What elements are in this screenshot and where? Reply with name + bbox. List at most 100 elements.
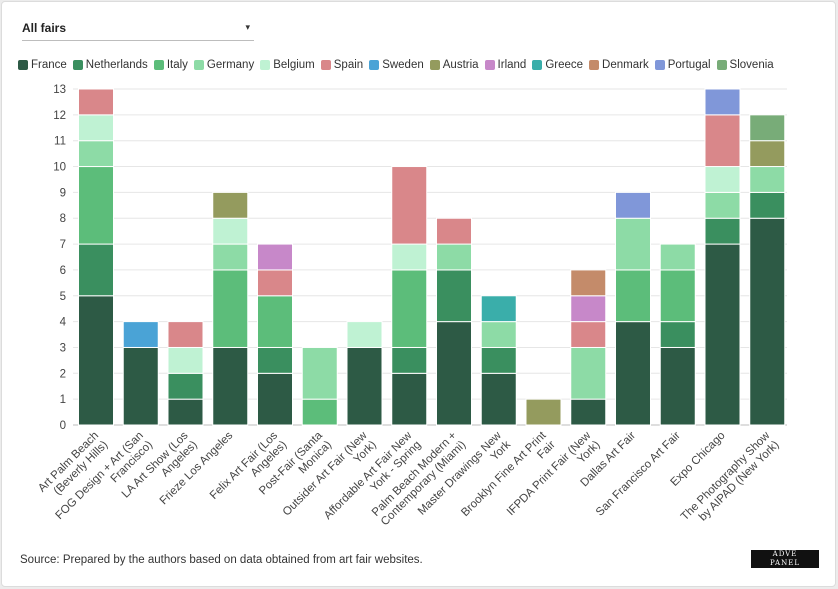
bar-segment-france[interactable]: France: 1 [167,398,204,426]
bar-segment-belgium[interactable]: Belgium: 1 [167,346,204,374]
bar-segment-germany[interactable]: Germany: 2 [301,346,338,400]
bar-segment-france[interactable]: France: 1 [570,398,607,426]
bar-segment-greece[interactable]: Greece: 1 [480,295,517,323]
chevron-down-icon: ▾ [245,22,250,32]
bar-segment-france[interactable]: France: 3 [346,346,383,426]
bar-segment-spain[interactable]: Spain: 1 [257,269,293,297]
bar-segment-netherlands[interactable]: Netherlands: 1 [167,372,204,400]
bar-segment-austria[interactable]: Austria: 1 [212,191,249,219]
bar-segment-france[interactable]: France: 7 [704,243,741,426]
bar-segment-france[interactable]: France: 2 [257,372,293,426]
bar-segment-germany[interactable]: Germany: 1 [749,166,786,193]
bar-segment-slovenia[interactable]: Slovenia: 1 [749,114,786,142]
bar-segment-belgium[interactable]: Belgium: 1 [78,114,114,142]
y-tick-label: 10 [53,162,66,174]
bar-segment-france[interactable]: France: 5 [78,295,114,426]
y-tick-label: 12 [53,110,66,122]
bar-segment-germany[interactable]: Germany: 1 [480,321,517,348]
bar-segment-netherlands[interactable]: Netherlands: 1 [704,217,741,245]
bar-segment-italy[interactable]: Italy: 2 [615,269,651,323]
legend-item-netherlands[interactable]: Netherlands [72,59,148,71]
legend-item-france[interactable]: France [18,59,67,71]
legend-item-germany[interactable]: Germany [193,59,254,71]
legend-item-italy[interactable]: Italy [153,59,188,71]
bar-segment-austria[interactable]: Austria: 1 [749,140,786,168]
bar-segment-belgium[interactable]: Belgium: 1 [346,321,383,348]
legend-label: Irland [497,59,527,71]
legend-label: France [31,59,67,71]
bar-segment-spain[interactable]: Spain: 1 [436,217,472,245]
bar-segment-belgium[interactable]: Belgium: 1 [704,166,741,193]
y-tick-label: 9 [60,187,66,199]
legend-label: Belgium [273,59,315,71]
y-tick-label: 13 [53,84,66,96]
bar-segment-france[interactable]: France: 3 [122,346,159,426]
legend-swatch [193,60,204,70]
legend-item-austria[interactable]: Austria [429,59,479,71]
bar-segment-netherlands[interactable]: Netherlands: 1 [749,191,786,219]
bar-segment-belgium[interactable]: Belgium: 1 [212,217,249,245]
x-tick-label: San Francisco Art Fair [594,430,683,519]
bar-segment-germany[interactable]: Germany: 2 [570,346,607,400]
legend-item-slovenia[interactable]: Slovenia [716,59,774,71]
legend-item-spain[interactable]: Spain [320,59,363,71]
legend-item-greece[interactable]: Greece [532,59,583,71]
legend-label: Italy [166,59,188,71]
legend-label: Sweden [382,59,424,71]
y-tick-label: 11 [54,136,66,148]
bar-segment-italy[interactable]: Italy: 3 [391,269,428,348]
bar-segment-denmark[interactable]: Denmark: 1 [570,269,607,297]
bar-segment-irland[interactable]: Irland: 1 [570,295,607,323]
bar-segment-france[interactable]: France: 2 [391,372,428,426]
bar-segment-austria[interactable]: Austria: 1 [525,398,562,426]
bar-segment-netherlands[interactable]: Netherlands: 2 [78,243,114,297]
bar-segment-france[interactable]: France: 4 [615,321,651,426]
fair-filter-dropdown[interactable]: All fairs ▾ [22,18,254,41]
bar-segment-spain[interactable]: Spain: 1 [167,321,204,348]
bar-segment-netherlands[interactable]: Netherlands: 1 [480,346,517,374]
bar-segment-spain[interactable]: Spain: 3 [391,166,428,245]
bar-segment-germany[interactable]: Germany: 1 [78,140,114,168]
bar-segment-italy[interactable]: Italy: 3 [78,166,114,245]
bar-segment-spain[interactable]: Spain: 1 [570,321,607,348]
bar-segment-germany[interactable]: Germany: 2 [615,217,651,271]
bar-segment-germany[interactable]: Germany: 1 [659,243,696,271]
y-tick-label: 3 [60,342,66,354]
bar-segment-portugal[interactable]: Portugal: 1 [615,191,651,219]
legend-item-belgium[interactable]: Belgium [260,59,315,71]
bar-segment-italy[interactable]: Italy: 3 [212,269,249,348]
bar-segment-irland[interactable]: Irland: 1 [257,243,293,271]
bar-segment-germany[interactable]: Germany: 1 [704,191,741,219]
bar-segment-spain[interactable]: Spain: 1 [78,88,114,116]
bar-segment-italy[interactable]: Italy: 1 [301,398,338,426]
bar-segment-germany[interactable]: Germany: 1 [212,243,249,271]
legend-item-sweden[interactable]: Sweden [369,59,424,71]
legend-swatch [429,60,440,70]
bar-segment-germany[interactable]: Germany: 1 [436,243,472,271]
legend-label: Denmark [602,59,649,71]
bar-segment-netherlands[interactable]: Netherlands: 1 [257,346,293,374]
y-tick-label: 8 [60,213,66,225]
legend-item-irland[interactable]: Irland [484,59,527,71]
bar-segment-netherlands[interactable]: Netherlands: 1 [391,346,428,374]
legend-swatch [532,60,543,70]
bar-segment-france[interactable]: France: 2 [480,372,517,426]
bar-segment-italy[interactable]: Italy: 2 [659,269,696,323]
bar-segment-france[interactable]: France: 3 [212,346,249,426]
bar-segment-netherlands[interactable]: Netherlands: 1 [659,321,696,348]
y-tick-label: 0 [60,420,66,432]
bar-segment-sweden[interactable]: Sweden: 1 [122,321,159,348]
legend-item-portugal[interactable]: Portugal [654,59,711,71]
legend-item-denmark[interactable]: Denmark [589,59,649,71]
bar-segment-italy[interactable]: Italy: 2 [257,295,293,348]
bar-segment-france[interactable]: France: 3 [659,346,696,426]
bar-segment-portugal[interactable]: Portugal: 1 [704,88,741,116]
bar-segment-belgium[interactable]: Belgium: 1 [391,243,428,271]
legend-swatch [589,60,600,70]
bar-segment-spain[interactable]: Spain: 2 [704,114,741,168]
y-tick-label: 5 [60,291,66,303]
bar-segment-france[interactable]: France: 8 [749,217,786,426]
bar-segment-netherlands[interactable]: Netherlands: 2 [436,269,472,323]
bar-segment-france[interactable]: France: 4 [436,321,472,426]
legend-label: Austria [442,59,479,71]
